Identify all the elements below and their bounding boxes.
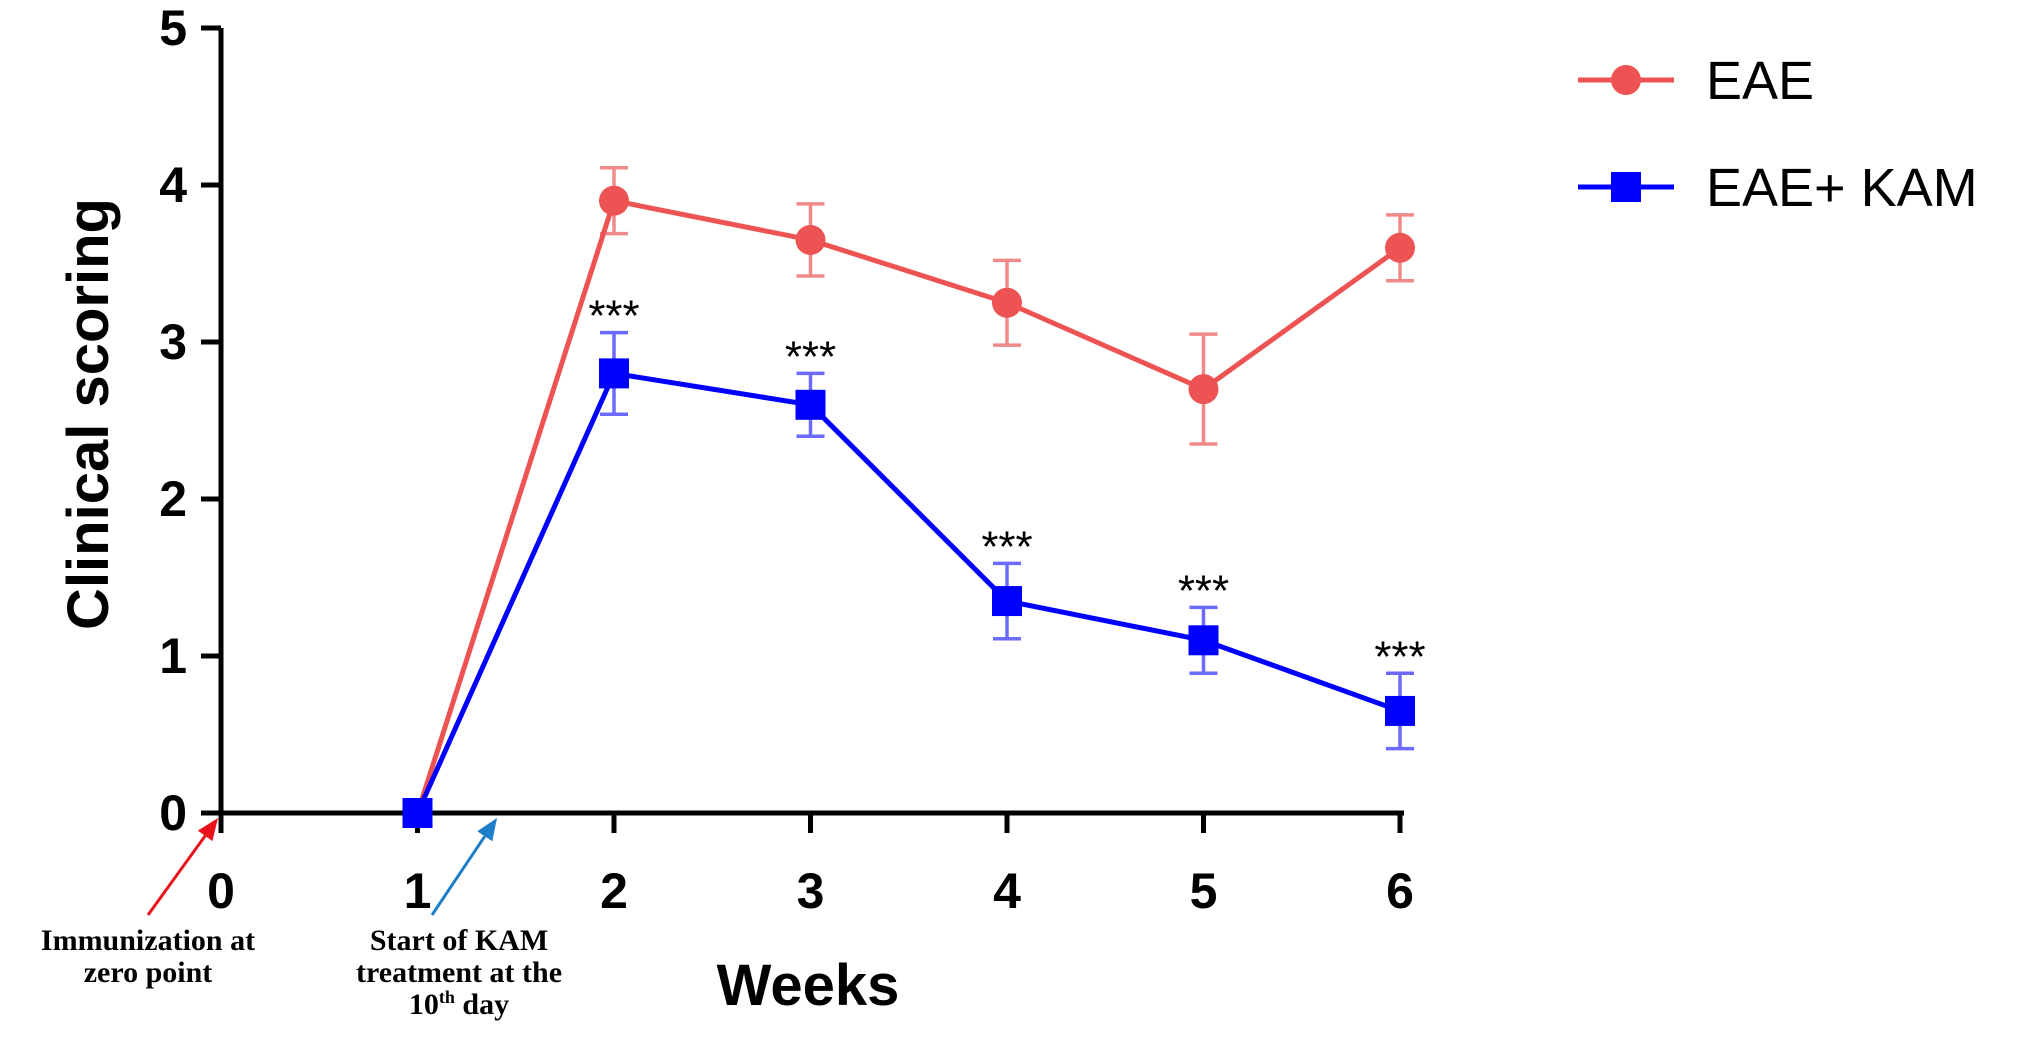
x-axis-label: Weeks [717, 953, 900, 1018]
data-point [795, 389, 826, 420]
data-point [992, 586, 1022, 617]
legend-label: EAE [1706, 51, 1814, 111]
kam-start-line-2: treatment at the [355, 956, 563, 989]
legend-marker [1611, 65, 1641, 95]
immunization-annotation: Immunization at zero point [0, 925, 296, 989]
immunization-arrow [146, 818, 218, 916]
x-tick-label: 0 [207, 863, 235, 919]
y-tick-label: 2 [159, 471, 187, 527]
kam-start-annotation: Start of KAM treatment at the 10th day [314, 925, 604, 1021]
significance-marker: *** [785, 332, 836, 381]
immunization-line-2: zero point [83, 956, 213, 989]
data-point [1385, 695, 1415, 726]
series-eae-kam [402, 330, 1415, 828]
y-axis-label: Clinical scoring [56, 198, 121, 630]
data-point [795, 224, 826, 255]
x-tick-label: 3 [797, 863, 825, 919]
data-point [402, 798, 433, 828]
x-tick-label: 6 [1386, 863, 1414, 919]
legend-label: EAE+ KAM [1706, 158, 1978, 218]
data-point [599, 358, 629, 389]
data-point [1188, 625, 1219, 656]
arrow-head [477, 818, 498, 842]
kam-start-arrow [430, 818, 498, 916]
legend-marker [1611, 172, 1641, 202]
significance-marker: *** [981, 522, 1032, 571]
data-point [1188, 374, 1219, 405]
kam-start-day-suffix: th [438, 987, 455, 1007]
kam-start-line-1: Start of KAM [369, 924, 549, 957]
y-tick-label: 0 [159, 785, 187, 841]
arrow-head [197, 818, 218, 842]
x-tick-label: 4 [993, 863, 1021, 919]
data-point [1385, 232, 1415, 263]
series-eae [402, 165, 1415, 828]
legend-item-eae-kam: EAE+ KAM [1578, 158, 1978, 218]
x-tick-label: 1 [404, 863, 432, 919]
significance-marker: *** [1178, 566, 1229, 615]
series-line [415, 198, 1402, 814]
data-point [599, 185, 629, 216]
y-tick-label: 1 [159, 628, 187, 684]
x-tick-label: 2 [600, 863, 628, 919]
series-line [415, 370, 1401, 815]
kam-start-line-3: 10th day [314, 987, 604, 1021]
arrow-shaft [430, 835, 487, 916]
legend-item-eae: EAE [1578, 51, 1814, 111]
y-tick-label: 5 [159, 0, 187, 56]
data-point [992, 287, 1022, 318]
significance-marker: *** [1374, 632, 1425, 681]
significance-marker: *** [588, 292, 639, 341]
arrow-shaft [146, 834, 207, 916]
kam-start-day-number: 10 [408, 988, 439, 1021]
y-tick-label: 3 [159, 314, 187, 370]
y-tick-label: 4 [159, 157, 187, 213]
x-tick-label: 5 [1190, 863, 1218, 919]
kam-start-day-word: day [454, 988, 510, 1021]
immunization-line-1: Immunization at [40, 924, 256, 957]
